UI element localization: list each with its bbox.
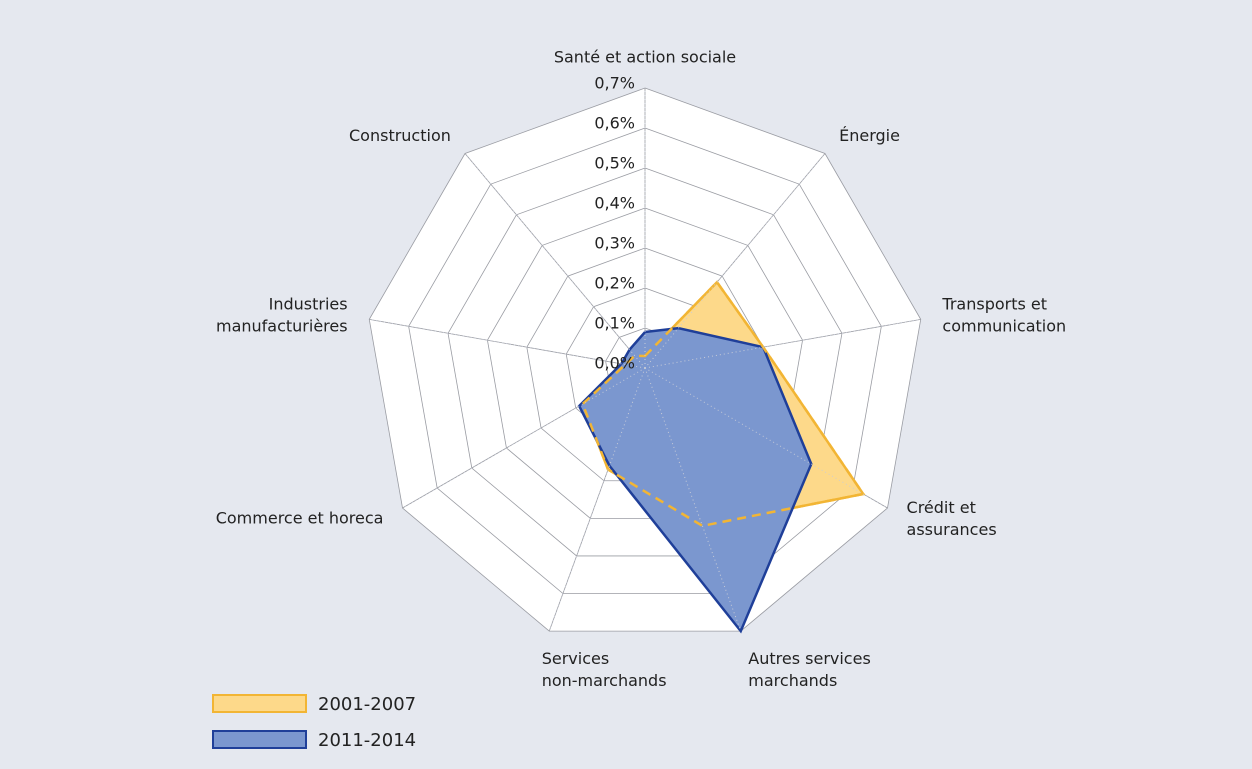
- series-area: [577, 326, 813, 634]
- y-tick-label: 0,7%: [594, 74, 635, 93]
- y-tick-label: 0,3%: [594, 234, 635, 253]
- legend-label: 2011-2014: [318, 730, 416, 751]
- grid-ring: [368, 87, 922, 632]
- category-label: Industries manufacturières: [216, 294, 348, 335]
- legend-label: 2001-2007: [318, 694, 416, 715]
- y-tick-label: 0,0%: [594, 354, 635, 373]
- y-tick-label: 0,5%: [594, 154, 635, 173]
- y-tick-label: 0,4%: [594, 194, 635, 213]
- grid-ring: [408, 127, 882, 594]
- axis-spoke-overlay: [548, 367, 646, 632]
- legend-swatch: [212, 730, 307, 749]
- axis-spoke-overlay: [369, 318, 646, 369]
- axis-spoke-overlay: [644, 318, 921, 369]
- category-label: Commerce et horeca: [216, 509, 384, 528]
- y-tick-label: 0,1%: [594, 314, 635, 333]
- category-label: Crédit et assurances: [907, 498, 997, 539]
- axis-spoke-overlay: [644, 367, 742, 632]
- y-tick-label: 0,2%: [594, 274, 635, 293]
- axis-spoke-overlay: [644, 367, 888, 509]
- axis-spoke-overlay: [402, 367, 646, 509]
- grid-ring: [487, 207, 803, 519]
- y-tick-label: 0,6%: [594, 114, 635, 133]
- category-label: Énergie: [839, 126, 900, 145]
- category-label: Autres services marchands: [748, 648, 871, 689]
- legend-swatch: [212, 694, 307, 713]
- category-label: Services non-marchands: [542, 648, 667, 689]
- category-label: Transports et communication: [941, 294, 1066, 335]
- axis-spoke: [464, 153, 646, 369]
- category-label: Santé et action sociale: [554, 48, 736, 67]
- category-label: Construction: [349, 126, 451, 145]
- grid-ring: [447, 167, 843, 557]
- series-outline: [581, 280, 866, 528]
